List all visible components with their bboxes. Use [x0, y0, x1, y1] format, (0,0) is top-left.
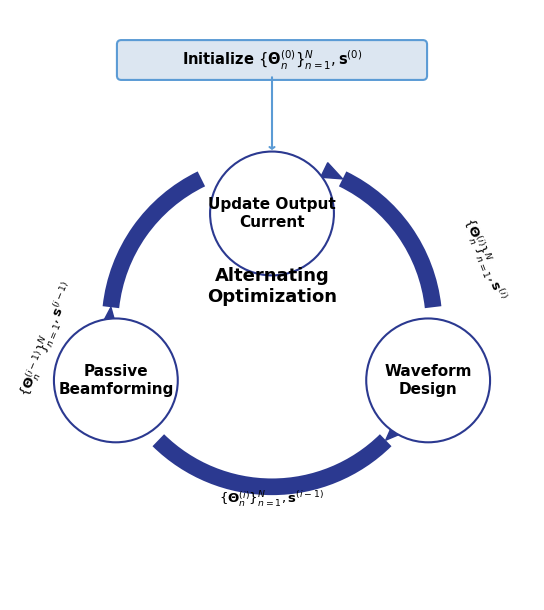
Polygon shape: [386, 420, 406, 440]
Text: Initialize $\{\mathbf{\Theta}_n^{(0)}\}_{n=1}^{N},\mathit{\mathbf{s}}^{(0)}$: Initialize $\{\mathbf{\Theta}_n^{(0)}\}_…: [182, 48, 362, 71]
Text: Update Output
Current: Update Output Current: [208, 197, 336, 229]
Text: Passive
Beamforming: Passive Beamforming: [58, 364, 174, 396]
Circle shape: [54, 318, 178, 442]
FancyBboxPatch shape: [117, 40, 427, 80]
Text: $\{\mathbf{\Theta}_n^{(i)}\}_{n=1}^{N},\mathit{\mathbf{s}}^{(i-1)}$: $\{\mathbf{\Theta}_n^{(i)}\}_{n=1}^{N},\…: [219, 489, 325, 509]
Circle shape: [366, 318, 490, 442]
Text: $\{\mathbf{\Theta}_n^{(i)}\}_{n=1}^{N},\mathit{\mathbf{s}}^{(i)}$: $\{\mathbf{\Theta}_n^{(i)}\}_{n=1}^{N},\…: [458, 215, 509, 304]
Circle shape: [210, 151, 334, 275]
Text: Waveform
Design: Waveform Design: [385, 364, 472, 396]
Text: Alternating
Optimization: Alternating Optimization: [207, 267, 337, 306]
Polygon shape: [320, 163, 343, 179]
Text: $\{\mathbf{\Theta}_n^{(i-1)}\}_{n=1}^{N},\mathit{\mathbf{s}}^{(i-1)}$: $\{\mathbf{\Theta}_n^{(i-1)}\}_{n=1}^{N}…: [16, 279, 80, 400]
Polygon shape: [101, 307, 117, 328]
